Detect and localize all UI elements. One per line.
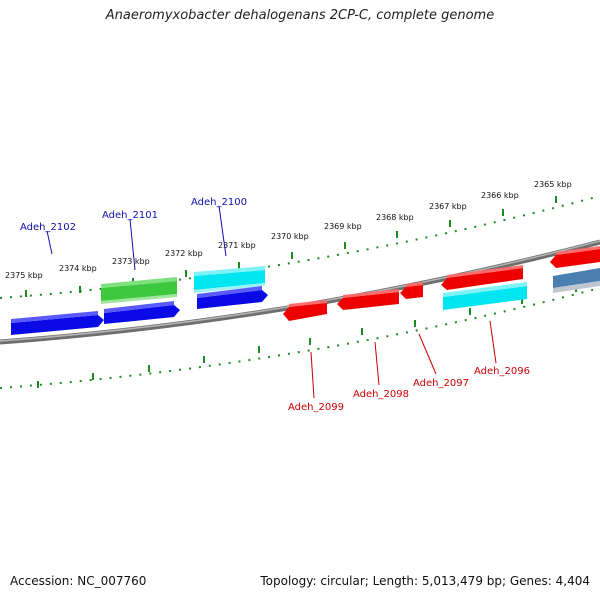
- scale-label: 2373 kbp: [112, 257, 150, 266]
- scale-label: 2368 kbp: [376, 213, 414, 222]
- gene-label-adeh-2101: Adeh_2101: [102, 210, 158, 221]
- gene-blue-1[interactable]: [11, 315, 104, 335]
- map-title: Anaeromyxobacter dehalogenans 2CP-C, com…: [105, 8, 495, 23]
- scale-label: 2372 kbp: [165, 249, 203, 258]
- gene-red-edge[interactable]: [550, 249, 600, 268]
- scale-label: 2369 kbp: [324, 222, 362, 231]
- gene-adeh-2099-red[interactable]: [283, 303, 327, 321]
- gene-label-adeh-2099: Adeh_2099: [288, 402, 344, 413]
- gene-label-adeh-2097: Adeh_2097: [413, 378, 469, 389]
- outer-scale-track: [0, 195, 600, 299]
- gene-label-adeh-2102: Adeh_2102: [20, 222, 76, 233]
- scale-label: 2366 kbp: [481, 191, 519, 200]
- gene-label-adeh-2098: Adeh_2098: [353, 389, 409, 400]
- gene-adeh-2098-red[interactable]: [337, 292, 399, 310]
- reverse-gene-track: [283, 246, 600, 321]
- reverse-gene-labels: Adeh_2099 Adeh_2098 Adeh_2097 Adeh_2096: [288, 320, 530, 413]
- scale-label: 2370 kbp: [271, 232, 309, 241]
- gene-cyan-reverse[interactable]: [443, 286, 527, 310]
- scale-label: 2375 kbp: [5, 271, 43, 280]
- gene-label-adeh-2096: Adeh_2096: [474, 366, 530, 377]
- forward-gene-track: [11, 266, 268, 335]
- scale-labels: 2375 kbp 2374 kbp 2373 kbp 2372 kbp 2371…: [5, 180, 572, 280]
- gene-adeh-2097-red[interactable]: [400, 285, 423, 299]
- gene-blue-3[interactable]: [197, 290, 268, 309]
- scale-label: 2365 kbp: [534, 180, 572, 189]
- scale-label: 2371 kbp: [218, 241, 256, 250]
- scale-label: 2374 kbp: [59, 264, 97, 273]
- gene-label-adeh-2100: Adeh_2100: [191, 197, 247, 208]
- scale-label: 2367 kbp: [429, 202, 467, 211]
- gene-adeh-2101-green[interactable]: [101, 281, 177, 301]
- gene-adeh-2096-red[interactable]: [441, 268, 523, 290]
- gene-adeh-2100-cyan[interactable]: [194, 270, 265, 290]
- accession-label: Accession: NC_007760: [10, 574, 147, 588]
- gene-steel-edge[interactable]: [553, 268, 600, 288]
- genome-summary: Topology: circular; Length: 5,013,479 bp…: [260, 574, 590, 588]
- forward-gene-labels: Adeh_2102 Adeh_2101 Adeh_2100: [20, 197, 247, 271]
- gene-blue-2[interactable]: [104, 305, 180, 324]
